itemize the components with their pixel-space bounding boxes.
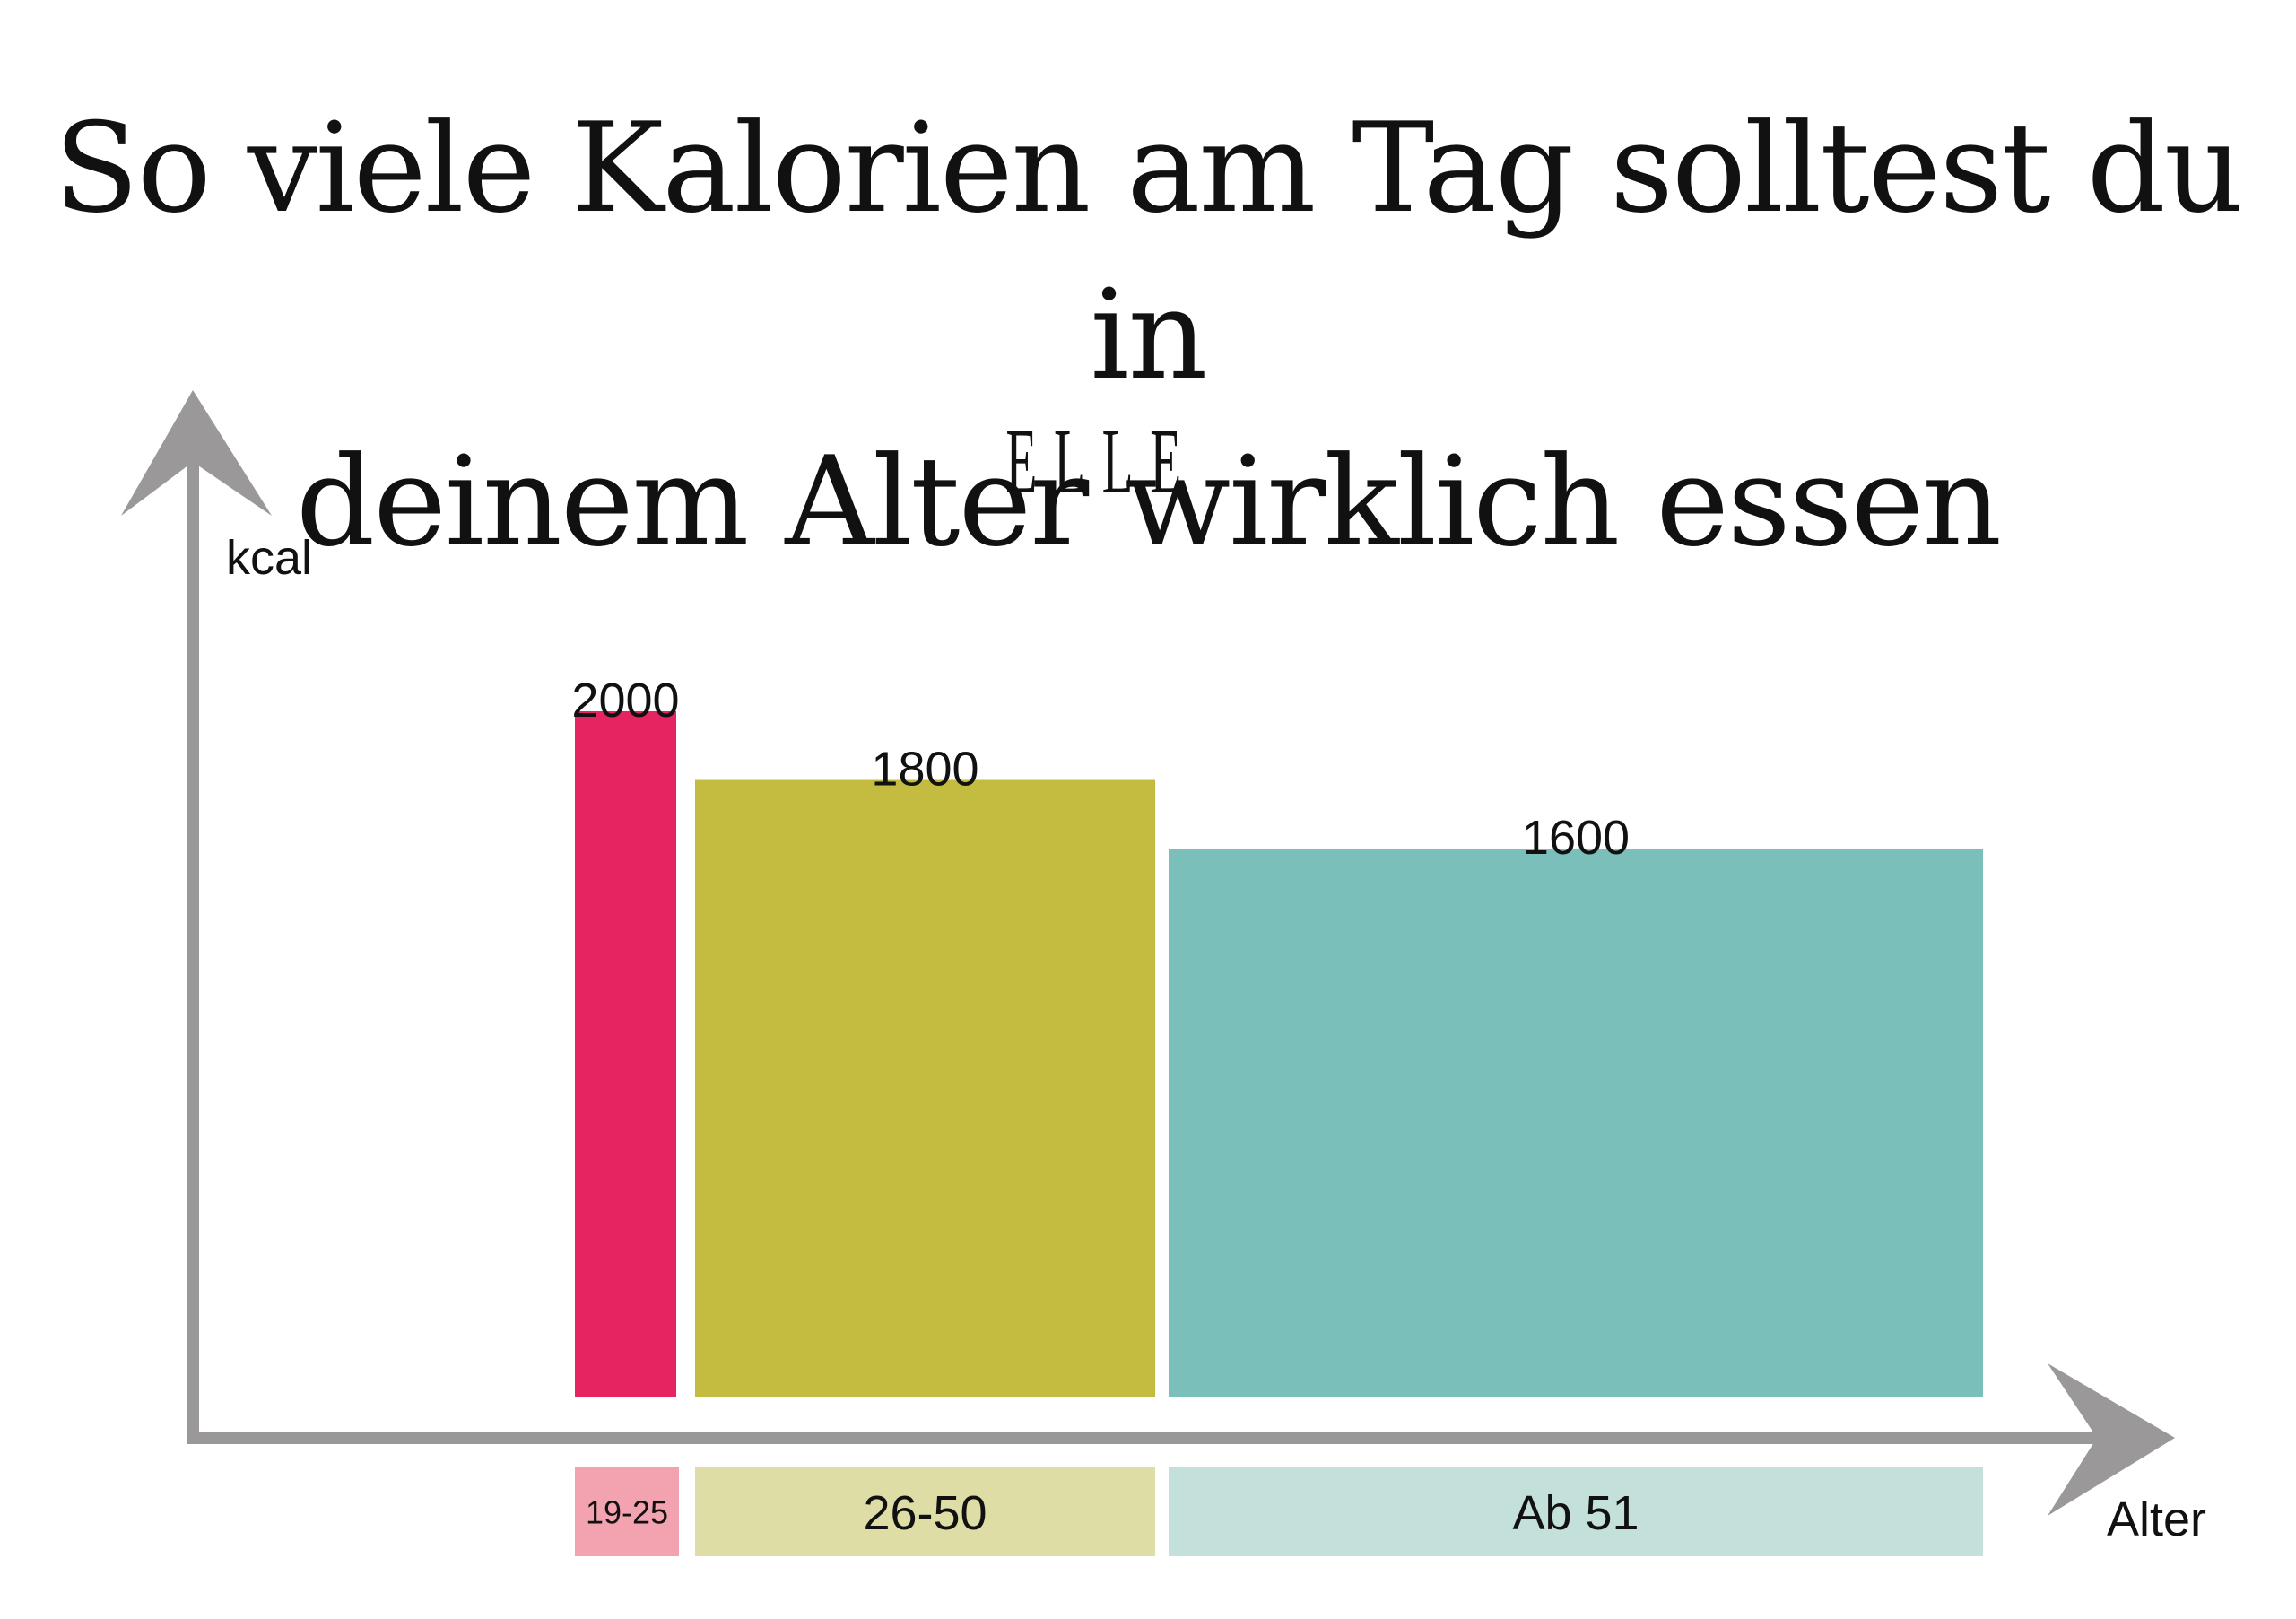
chart-title: So viele Kalorien am Tag solltest du in … — [0, 85, 2296, 586]
value-labels-layer: 2000 1800 1600 — [571, 674, 1630, 865]
category-label-box — [575, 1467, 679, 1556]
bar-ab-51 — [1169, 849, 1983, 1397]
x-tick-label: 26-50 — [863, 1486, 987, 1540]
chart-title-line-2: deinem Alter wirklich essen — [295, 430, 2002, 574]
bars-layer — [575, 711, 1983, 1397]
x-axis-label: Alter — [2107, 1493, 2206, 1546]
category-labels-layer: 19-25 26-50 Ab 51 — [575, 1467, 1983, 1556]
category-label-box — [1169, 1467, 1983, 1556]
y-axis-label: kcal — [226, 531, 312, 585]
bar-26-50 — [695, 779, 1155, 1397]
x-tick-label: Ab 51 — [1512, 1486, 1639, 1540]
category-label-box — [695, 1467, 1155, 1556]
data-label: 1600 — [1522, 811, 1630, 865]
elle-logo: ELLE — [1005, 410, 1198, 513]
x-axis-arrowhead — [2048, 1363, 2175, 1516]
y-axis-arrowhead — [121, 390, 272, 516]
x-tick-label: 19-25 — [586, 1493, 668, 1530]
bar-19-25 — [575, 711, 676, 1397]
chart-axes: kcal Alter — [121, 390, 2206, 1546]
data-label: 1800 — [871, 743, 978, 796]
data-label: 2000 — [571, 674, 679, 727]
chart-title-line-1: So viele Kalorien am Tag solltest du in — [54, 96, 2244, 407]
